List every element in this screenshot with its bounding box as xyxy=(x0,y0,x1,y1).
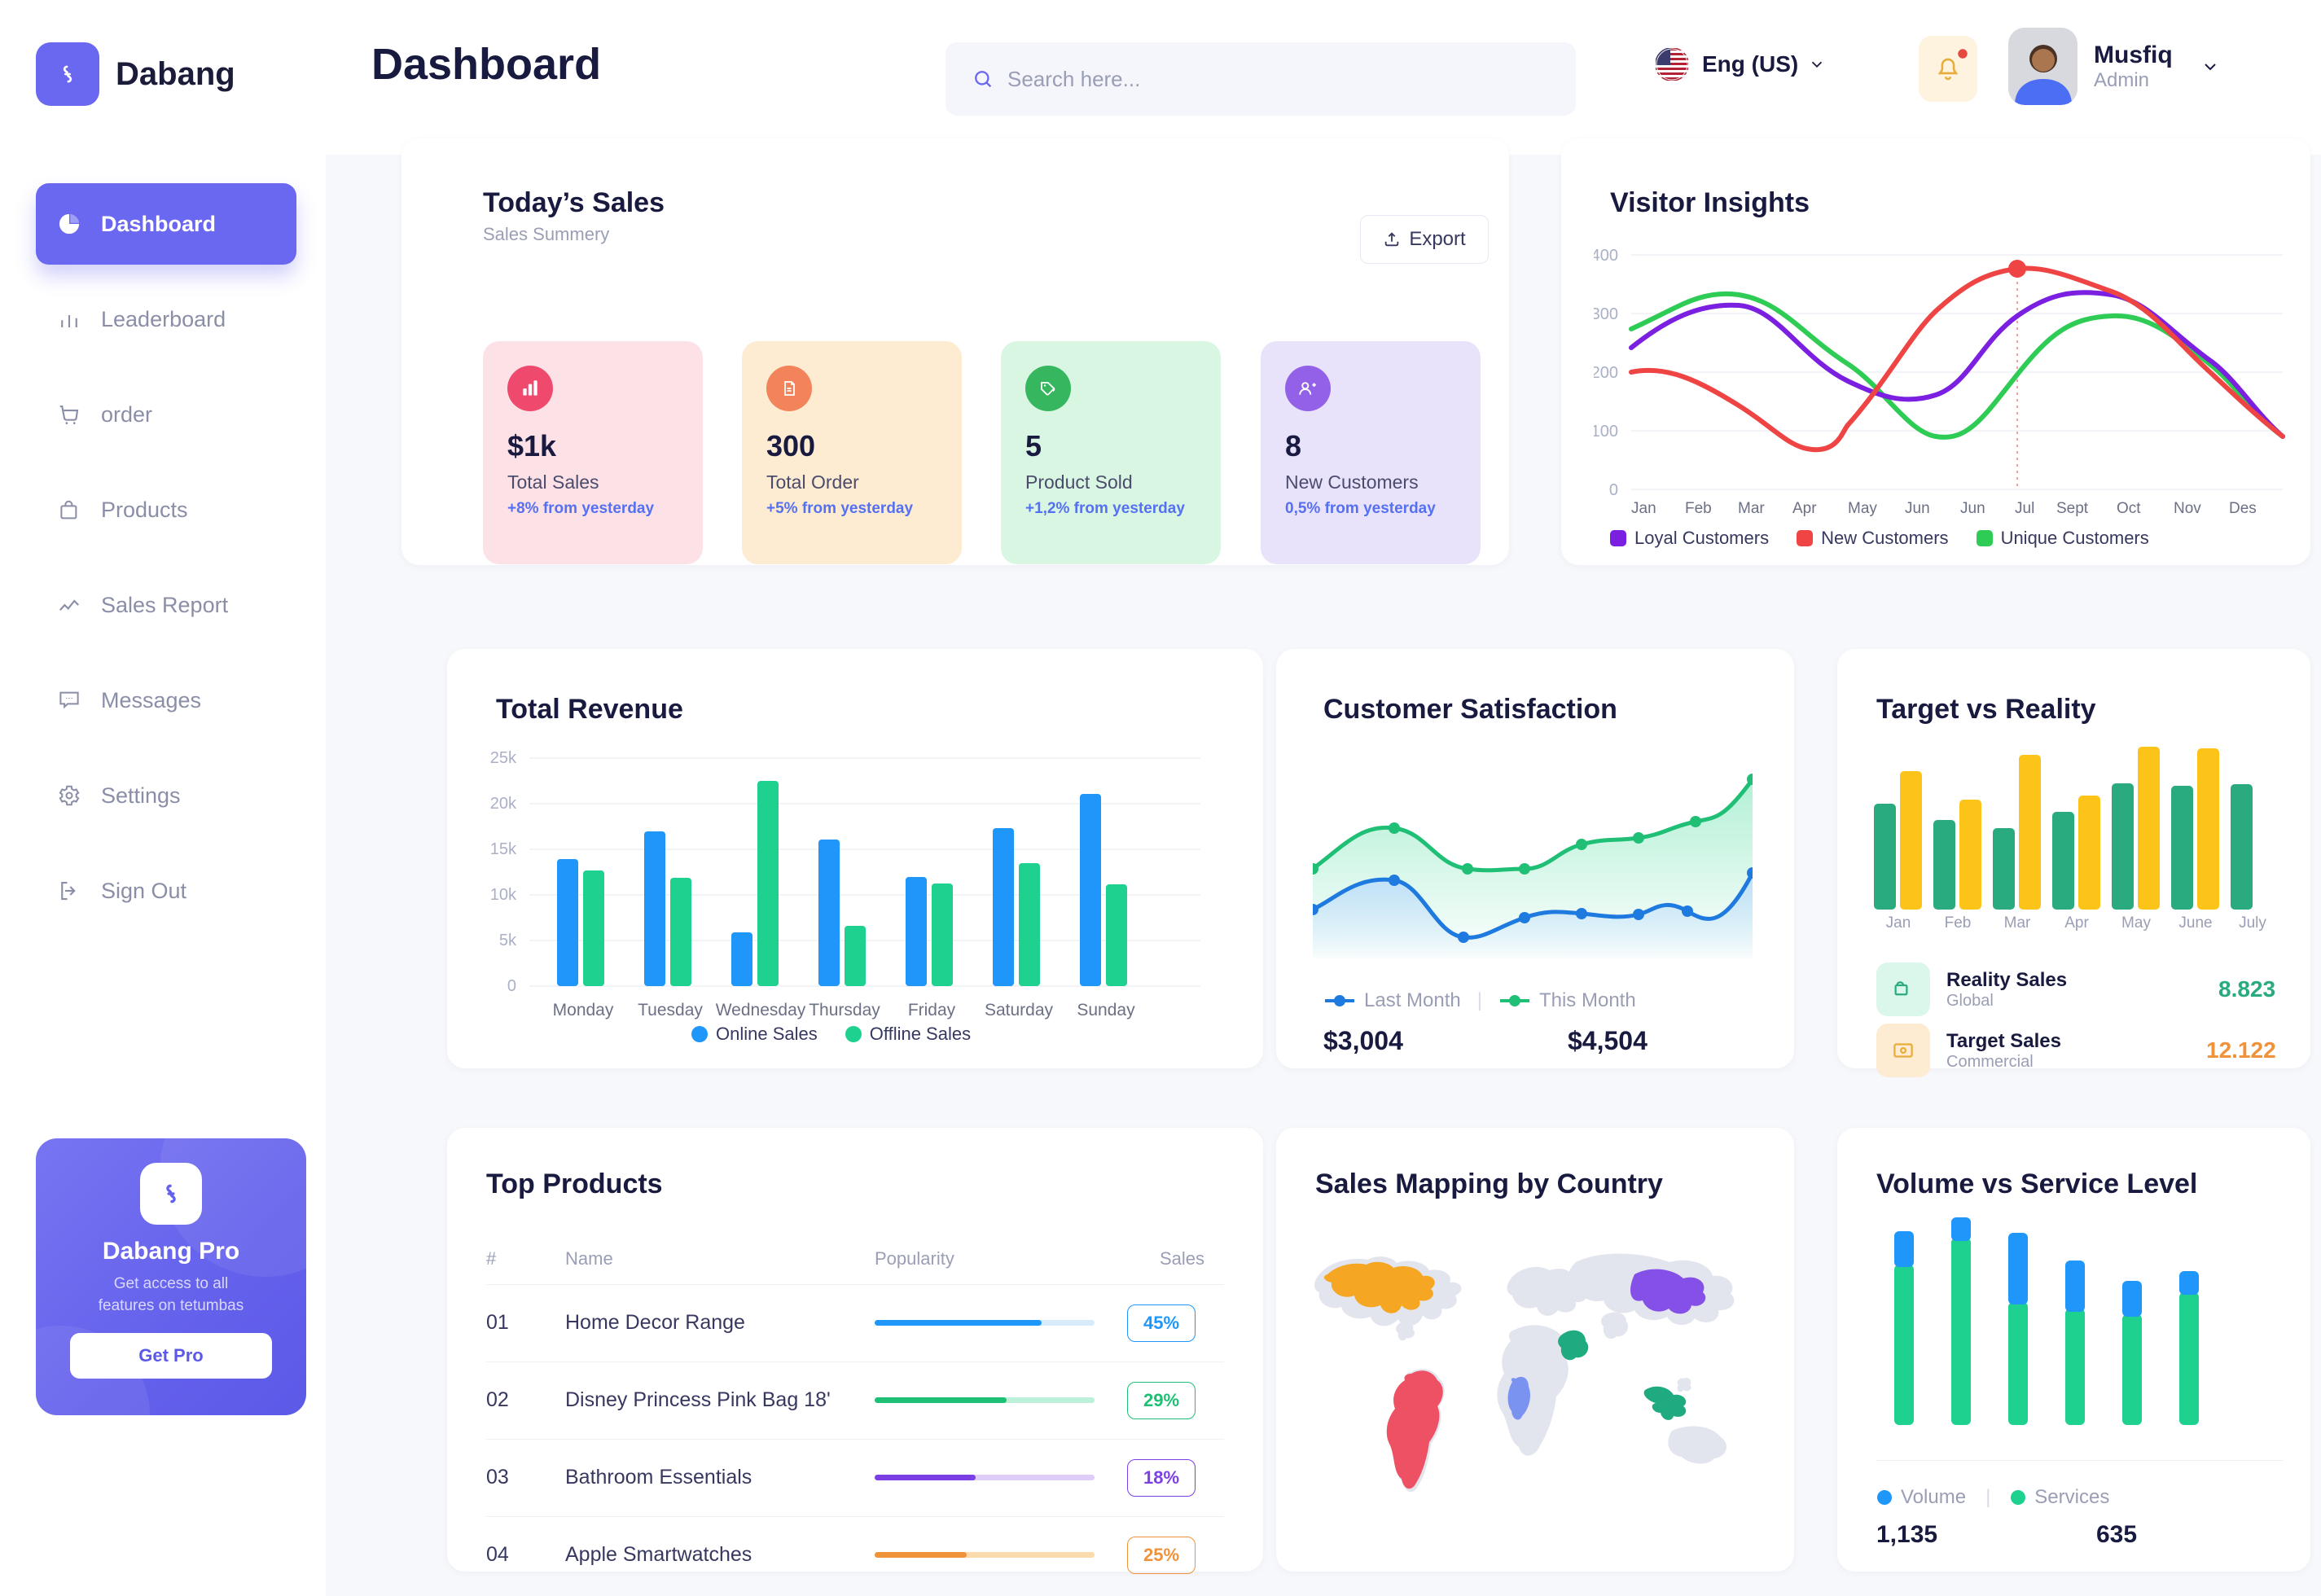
svg-text:Monday: Monday xyxy=(553,1001,614,1019)
svg-text:10k: 10k xyxy=(490,886,517,904)
svg-text:Oct: Oct xyxy=(2117,500,2141,517)
svg-text:Thursday: Thursday xyxy=(809,1001,880,1019)
svg-text:Jun: Jun xyxy=(1960,500,1985,517)
svg-text:25k: 25k xyxy=(490,749,517,767)
svg-text:Mar: Mar xyxy=(1738,500,1765,517)
svg-text:200: 200 xyxy=(1594,364,1618,382)
svg-text:Sept: Sept xyxy=(2056,500,2089,517)
svg-text:Feb: Feb xyxy=(1685,500,1712,517)
svg-text:Tuesday: Tuesday xyxy=(638,1001,703,1019)
svg-text:Sunday: Sunday xyxy=(1077,1001,1135,1019)
svg-text:May: May xyxy=(2121,914,2151,932)
svg-text:Mar: Mar xyxy=(2004,914,2031,932)
svg-text:Jun: Jun xyxy=(1905,500,1930,517)
svg-text:Des: Des xyxy=(2229,500,2257,517)
svg-text:400: 400 xyxy=(1594,247,1618,265)
svg-text:5k: 5k xyxy=(499,932,517,949)
svg-text:Wednesday: Wednesday xyxy=(716,1001,806,1019)
svg-text:100: 100 xyxy=(1594,423,1618,441)
svg-text:Jan: Jan xyxy=(1631,500,1656,517)
svg-text:Jan: Jan xyxy=(1886,914,1911,932)
svg-text:20k: 20k xyxy=(490,795,517,813)
svg-text:Saturday: Saturday xyxy=(985,1001,1054,1019)
svg-text:0: 0 xyxy=(507,977,516,995)
svg-text:May: May xyxy=(1848,500,1877,517)
svg-text:300: 300 xyxy=(1594,305,1618,323)
svg-text:Feb: Feb xyxy=(1945,914,1972,932)
svg-text:0: 0 xyxy=(1609,481,1618,499)
svg-text:Friday: Friday xyxy=(908,1001,956,1019)
svg-text:15k: 15k xyxy=(490,840,517,858)
svg-text:June: June xyxy=(2178,914,2212,932)
svg-text:Jul: Jul xyxy=(2015,500,2034,517)
svg-text:Apr: Apr xyxy=(1792,500,1817,517)
svg-text:Apr: Apr xyxy=(2064,914,2089,932)
svg-text:Nov: Nov xyxy=(2174,500,2201,517)
svg-text:July: July xyxy=(2239,914,2266,932)
